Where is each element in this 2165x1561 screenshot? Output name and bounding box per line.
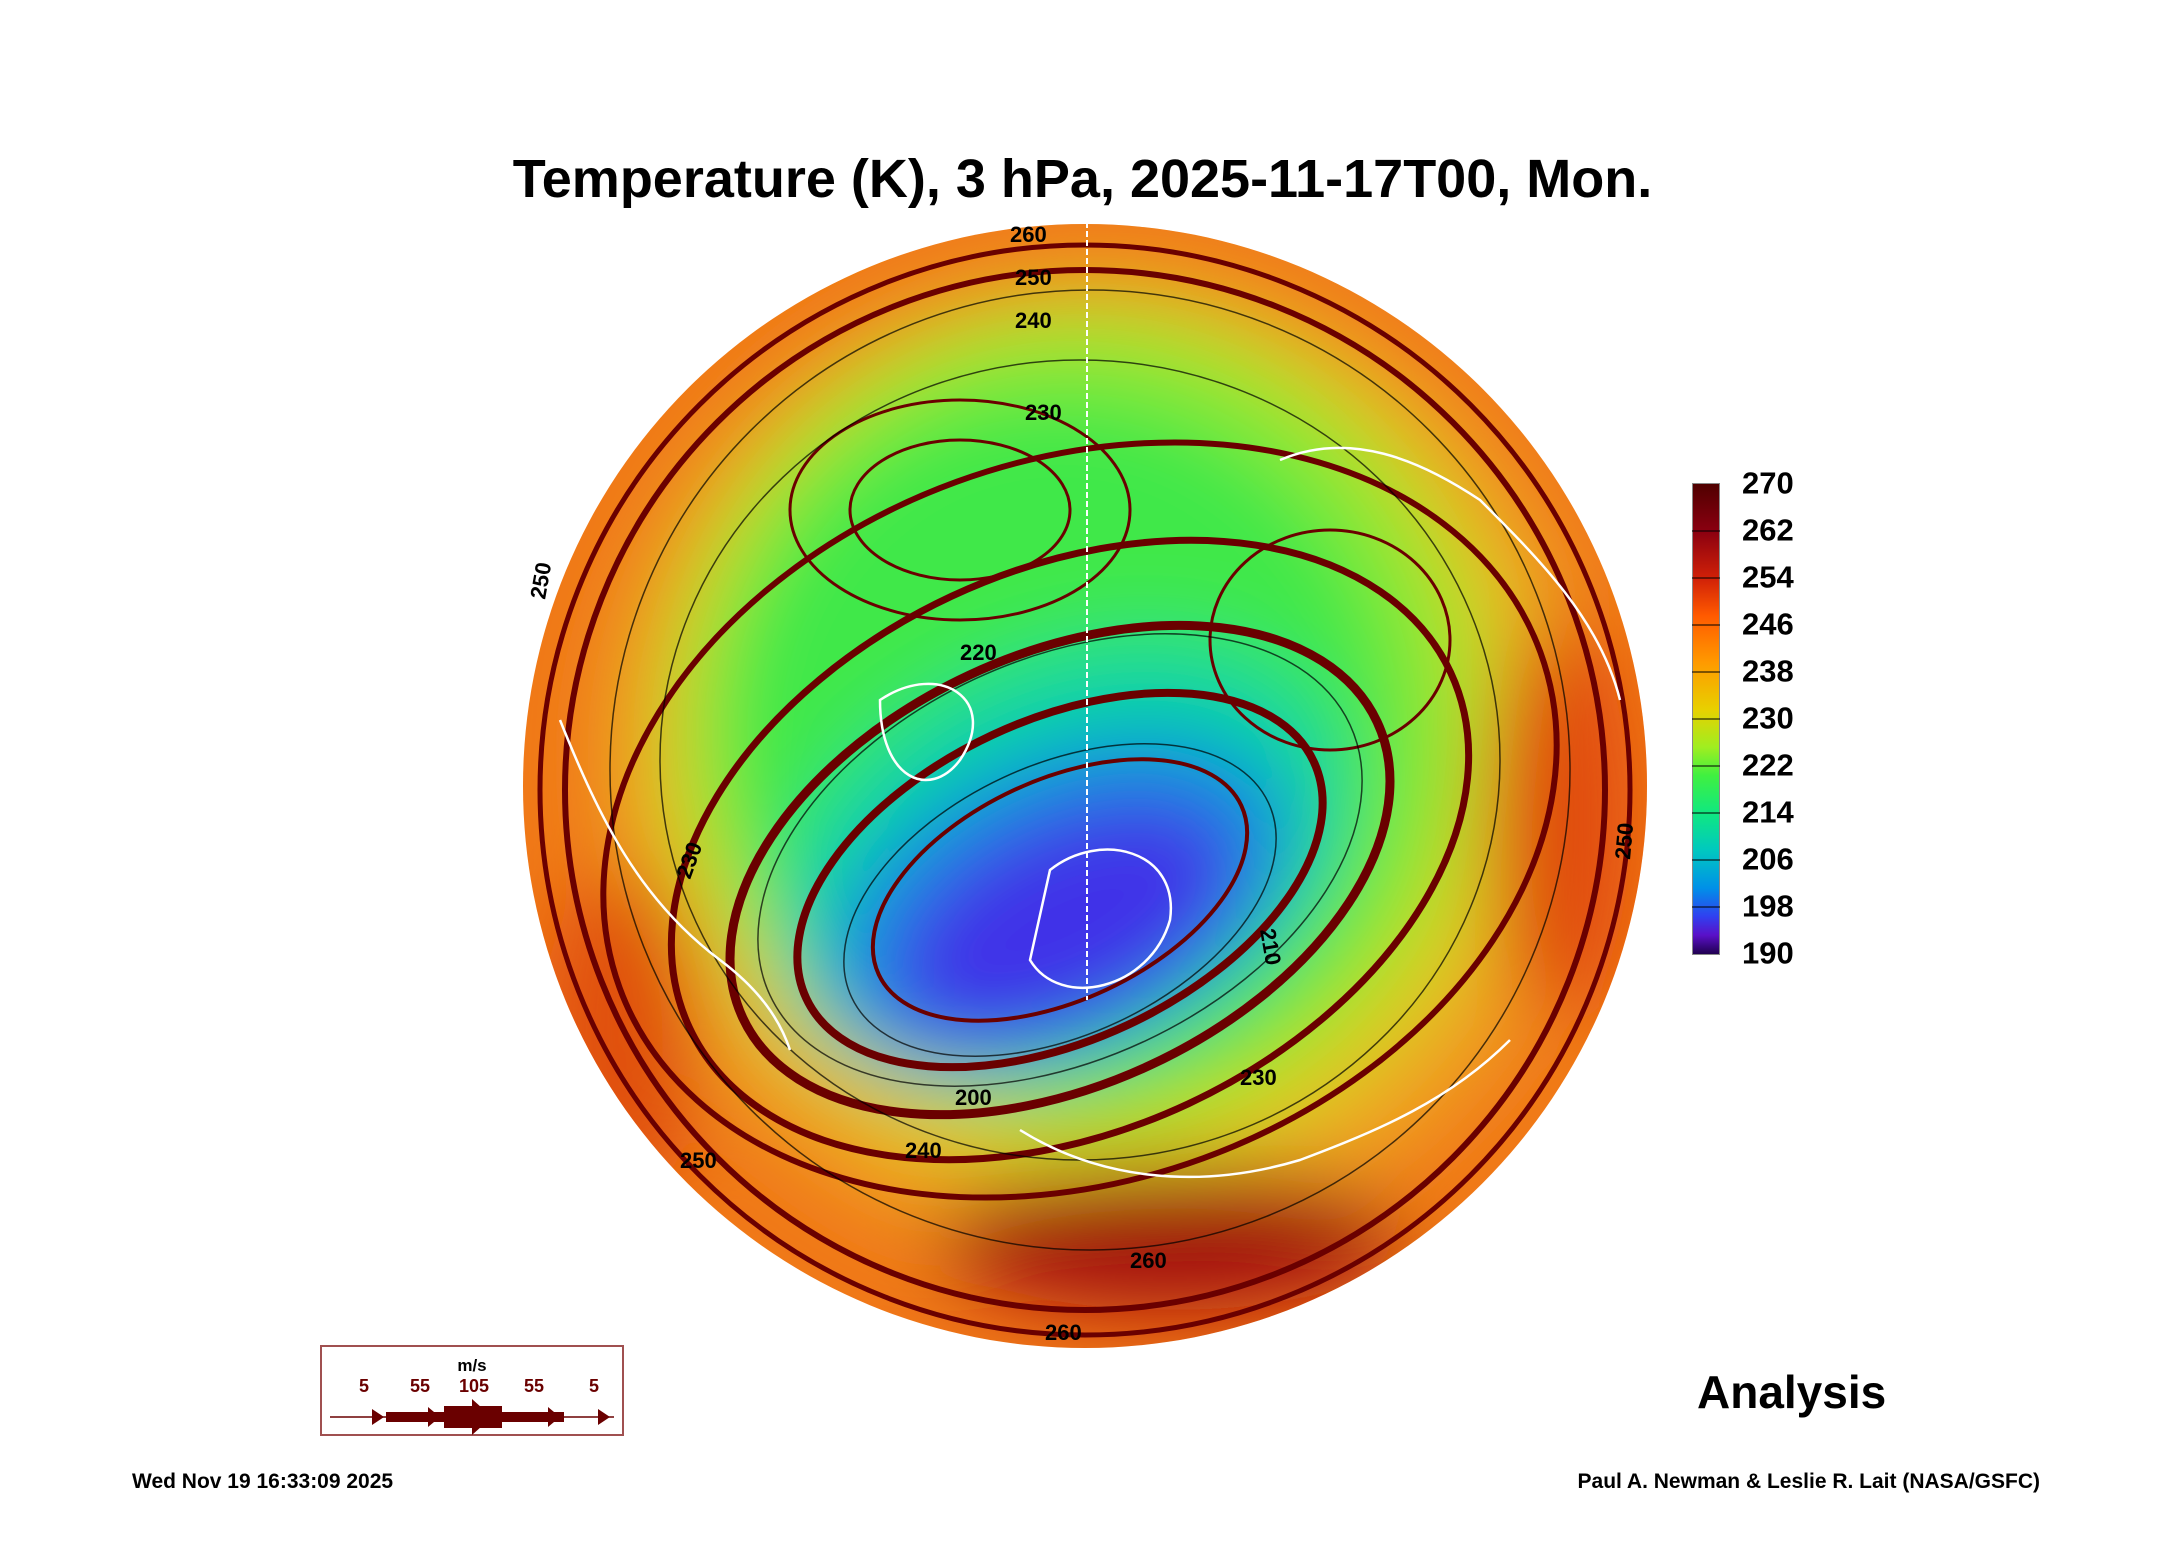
colorbar-label: 230 (1742, 700, 1794, 736)
colorbar-tick (1692, 906, 1720, 908)
colorbar-tick (1692, 859, 1720, 861)
contour-label: 260 (1010, 222, 1047, 247)
cold-core-200 (887, 795, 1243, 1045)
colorbar-tick (1692, 812, 1720, 814)
contour-label: 260 (1045, 1320, 1082, 1345)
chart-title: Temperature (K), 3 hPa, 2025-11-17T00, M… (512, 149, 1653, 209)
wind-unit-label: m/s (457, 1356, 487, 1375)
wind-legend-value: 55 (523, 1376, 545, 1396)
credit: Paul A. Newman & Leslie R. Lait (NASA/GS… (1577, 1470, 2040, 1493)
contour-label: 250 (525, 560, 556, 601)
contour-label: 240 (905, 1138, 942, 1163)
analysis-label: Analysis (1697, 1366, 1887, 1418)
arrow-icon (598, 1409, 610, 1425)
contour-label: 200 (955, 1085, 992, 1110)
wind-legend-value: 105 (458, 1376, 490, 1396)
colorbar-tick (1692, 624, 1720, 626)
wind-legend-value: 55 (409, 1376, 431, 1396)
contour-labels: 260 250 240 230 220 230 210 200 230 240 … (525, 222, 1638, 1345)
colorbar-label: 206 (1742, 841, 1794, 877)
coastlines (558, 446, 1622, 1179)
wind-speed-legend: m/s 5 55 105 55 5 (320, 1345, 624, 1436)
contour-label: 260 (1130, 1248, 1167, 1273)
contour-label: 250 (1015, 265, 1052, 290)
colorbar-label: 190 (1742, 935, 1794, 971)
warm-region-262 (940, 1170, 1400, 1310)
colorbar-label: 270 (1742, 465, 1794, 501)
wind-arrow-scale (330, 1399, 614, 1435)
timestamp: Wed Nov 19 16:33:09 2025 (132, 1470, 394, 1493)
contour-label: 230 (1025, 400, 1062, 425)
contour-label: 220 (960, 640, 997, 665)
colorbar-tick (1692, 718, 1720, 720)
wind-legend-value: 5 (588, 1376, 600, 1396)
colorbar-label: 238 (1742, 653, 1794, 689)
contour-label: 230 (1240, 1065, 1277, 1090)
colorbar-tick (1692, 765, 1720, 767)
colorbar-label: 198 (1742, 888, 1794, 924)
contour-label: 240 (1015, 308, 1052, 333)
colorbar-label: 254 (1742, 559, 1794, 595)
colorbar-label: 262 (1742, 512, 1794, 548)
contour-label: 250 (1610, 822, 1638, 861)
colorbar-label: 222 (1742, 747, 1794, 783)
arrow-icon (372, 1409, 384, 1425)
colorbar-label: 214 (1742, 794, 1794, 830)
wind-legend-value: 5 (358, 1376, 370, 1396)
colorbar-tick (1692, 577, 1720, 579)
contour-label: 250 (680, 1148, 717, 1173)
colorbar-label: 246 (1742, 606, 1794, 642)
colorbar-tick (1692, 530, 1720, 532)
wind-streamlines (537, 242, 1633, 1338)
colorbar-tick (1692, 671, 1720, 673)
